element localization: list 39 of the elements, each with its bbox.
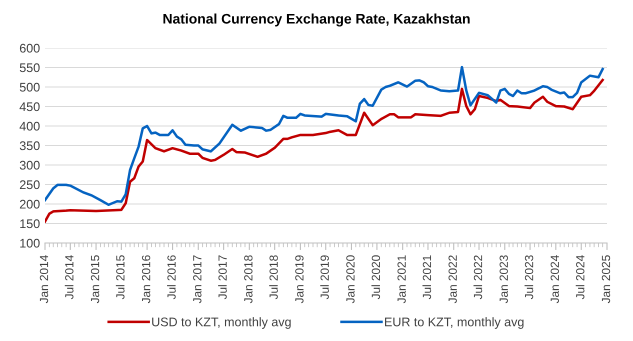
x-tick-label: Jan 2017: [193, 255, 202, 304]
x-tick-label: Jan 2014: [40, 255, 48, 304]
x-tick-label: Jan 2015: [90, 255, 100, 304]
x-tick-label: Jan 2020: [346, 255, 355, 304]
x-tick-label: Jul 2023: [524, 255, 534, 300]
x-tick-label: Jan 2018: [244, 255, 253, 304]
y-tick-label: 350: [20, 141, 40, 150]
x-tick-label: Jul 2015: [116, 255, 125, 300]
line-series: [45, 66, 604, 206]
x-tick-label: Jul 2022: [474, 255, 482, 300]
x-tick-label: Jan 2024: [550, 255, 559, 304]
x-tick-label: Jul 2020: [371, 255, 380, 300]
x-tick-label: Jan 2022: [448, 255, 457, 304]
chart-title: National Currency Exchange Rate, Kazakhstan: [163, 13, 470, 27]
x-tick-label: Jan 2025: [602, 255, 610, 304]
y-tick-label: 500: [20, 82, 40, 92]
y-tick-label: 450: [20, 102, 40, 112]
legend-label: EUR to KZT, monthly avg: [385, 317, 524, 329]
x-tick-label: Jul 2019: [320, 255, 329, 300]
x-tick-label: Jan 2019: [295, 255, 304, 304]
y-tick-label: 300: [20, 160, 40, 170]
x-tick-label: Jan 2023: [500, 255, 508, 304]
y-tick-label: 600: [20, 44, 40, 53]
x-tick-label: Jul 2017: [218, 255, 227, 300]
y-tick-label: 550: [20, 63, 40, 72]
x-tick-label: Jul 2018: [269, 255, 278, 300]
y-tick-label: 200: [20, 200, 40, 209]
x-tick-label: Jan 2016: [142, 255, 150, 304]
x-tick-label: Jan 2021: [397, 255, 406, 304]
line-series: [45, 78, 604, 223]
y-tick-label: 400: [20, 122, 40, 131]
x-tick-label: Jul 2016: [167, 255, 176, 300]
x-tick-label: Jul 2014: [64, 255, 74, 300]
y-tick-label: 150: [20, 219, 40, 228]
legend-label: USD to KZT, monthly avg: [152, 317, 291, 329]
y-tick-label: 250: [20, 180, 40, 190]
x-tick-label: Jul 2021: [422, 255, 432, 300]
y-tick-label: 100: [20, 238, 40, 248]
x-tick-label: Jul 2024: [576, 255, 584, 300]
